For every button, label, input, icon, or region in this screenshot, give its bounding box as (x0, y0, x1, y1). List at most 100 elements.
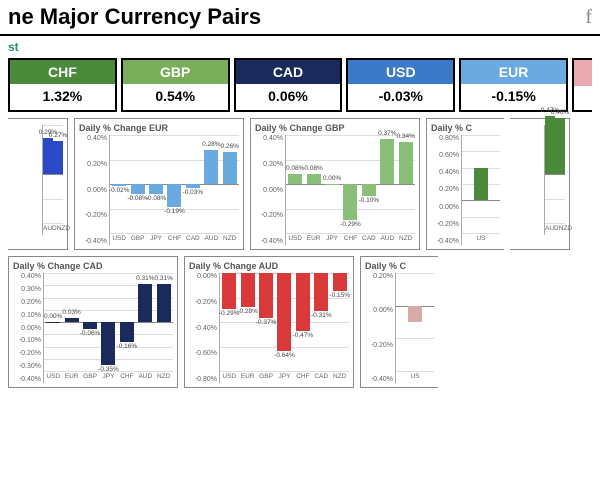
x-tick: AUD (138, 373, 152, 383)
x-tick: GBP (131, 235, 145, 245)
x-tick: US (408, 373, 422, 383)
bar-label: -0.31% (311, 312, 332, 319)
x-tick: AUD (204, 235, 218, 245)
bar: -0.31% (314, 273, 328, 371)
bar: 0.08% (307, 135, 321, 233)
page-title: ne Major Currency Pairs (8, 4, 261, 30)
bar: -0.15% (333, 273, 347, 371)
x-tick: CHF (296, 373, 310, 383)
x-tick: JPY (149, 235, 163, 245)
card-label: CAD (236, 60, 341, 84)
card-value: 1.32% (10, 84, 115, 108)
bars: 0.47%0.46% (545, 125, 565, 223)
x-tick: EUR (307, 235, 321, 245)
bar: -0.64% (277, 273, 291, 371)
bar-label: 0.08% (286, 165, 304, 172)
chart-area: 0.29%0.27%AUDNZD (12, 125, 63, 235)
card-value: 0.54% (123, 84, 228, 108)
y-axis: 0.00%-0.20%-0.40%-0.60%-0.80% (189, 273, 219, 383)
bar-label: -0.47% (293, 332, 314, 339)
chart-title: Daily % C (365, 261, 434, 271)
bar-label: -0.29% (340, 221, 361, 228)
bar: -0.16% (120, 273, 134, 371)
bars: 0.00%0.03%-0.06%-0.35%-0.16%0.31%0.31% (44, 273, 173, 371)
bar-label: 0.31% (136, 275, 154, 282)
card-label: USD (348, 60, 453, 84)
x-tick: USD (288, 235, 302, 245)
chart-area: 0.40%0.20%0.00%-0.20%-0.40%0.08%0.08%0.0… (255, 135, 415, 245)
x-tick: JPY (325, 235, 339, 245)
x-axis: AUDNZD (545, 225, 565, 235)
x-tick: CHF (167, 235, 181, 245)
bar: -0.08% (131, 135, 145, 233)
bar: -0.28% (241, 273, 255, 371)
x-tick: GBP (83, 373, 97, 383)
chart-area: 0.00%-0.20%-0.40%-0.60%-0.80%-0.29%-0.28… (189, 273, 349, 383)
bar-label: -0.08% (146, 195, 167, 202)
bar-label: 0.00% (323, 175, 341, 182)
currency-card-eur: EUR -0.15% (459, 58, 568, 112)
chart-area: 0.20%0.00%-0.20%-0.40% US (365, 273, 434, 383)
bars (396, 273, 434, 371)
bar-label: 0.03% (62, 309, 80, 316)
chart-1: Daily % Change EUR0.40%0.20%0.00%-0.20%-… (74, 118, 244, 250)
x-tick: NZD (57, 225, 70, 235)
x-tick: AUD (545, 225, 559, 235)
x-tick: JPY (277, 373, 291, 383)
y-axis: 0.40%0.30%0.20%0.10%0.00%-0.10%-0.20%-0.… (13, 273, 43, 383)
bar-label: -0.37% (256, 319, 277, 326)
x-tick: AUD (380, 235, 394, 245)
x-tick: NZD (157, 373, 171, 383)
x-tick: NZD (223, 235, 237, 245)
x-tick: CAD (186, 235, 200, 245)
subtitle: st (0, 36, 600, 58)
card-label: EUR (461, 60, 566, 84)
x-tick: CAD (362, 235, 376, 245)
x-tick: EUR (241, 373, 255, 383)
bar: -0.10% (362, 135, 376, 233)
bar: -0.03% (186, 135, 200, 233)
x-tick: US (474, 235, 488, 245)
bar: 0.29% (43, 125, 53, 223)
bar: -0.02% (112, 135, 126, 233)
bar: -0.06% (83, 273, 97, 371)
x-tick: NZD (333, 373, 347, 383)
plot-area: 0.29%0.27%AUDNZD (42, 125, 63, 235)
chart-area: 0.40%0.30%0.20%0.10%0.00%-0.10%-0.20%-0.… (13, 273, 173, 383)
bar-label: 0.28% (202, 141, 220, 148)
bar (408, 273, 422, 371)
bar: 0.00% (46, 273, 60, 371)
chart-area: 0.40%0.20%0.00%-0.20%-0.40%-0.02%-0.08%-… (79, 135, 239, 245)
bars: 0.29%0.27% (43, 125, 63, 223)
currency-card-cad: CAD 0.06% (234, 58, 343, 112)
plot-area: US (395, 273, 434, 383)
bar: 0.46% (555, 125, 565, 223)
x-axis: USDEURGBPJPYCHFAUDNZD (44, 373, 173, 383)
x-tick: CHF (343, 235, 357, 245)
bar-label: -0.16% (117, 343, 138, 350)
bar: 0.31% (157, 273, 171, 371)
bars: -0.02%-0.08%-0.08%-0.19%-0.03%0.28%0.26% (110, 135, 239, 233)
chart-area: 0.80%0.60%0.40%0.20%0.00%-0.20%-0.40%US (431, 135, 500, 245)
y-axis: 0.20%0.00%-0.20%-0.40% (365, 273, 395, 383)
bar: -0.35% (101, 273, 115, 371)
currency-card-usd: USD -0.03% (346, 58, 455, 112)
bar-label: -0.02% (109, 187, 130, 194)
chart-title: Daily % Change CAD (13, 261, 173, 271)
y-axis: 0.40%0.20%0.00%-0.20%-0.40% (79, 135, 109, 245)
x-tick: EUR (65, 373, 79, 383)
x-tick: JPY (101, 373, 115, 383)
bar-label: 0.37% (378, 130, 396, 137)
card-value: -0.03% (348, 84, 453, 108)
charts-grid: 0.29%0.27%AUDNZDDaily % Change EUR0.40%0… (0, 118, 600, 388)
bar: 0.37% (380, 135, 394, 233)
bars: -0.29%-0.28%-0.37%-0.64%-0.47%-0.31%-0.1… (220, 273, 349, 371)
bar-label: -0.64% (274, 352, 295, 359)
y-axis (12, 125, 42, 235)
plot-area: 0.08%0.08%0.00%-0.29%-0.10%0.37%0.34%USD… (285, 135, 415, 245)
y-axis (514, 125, 544, 235)
x-tick: USD (112, 235, 126, 245)
chart-title: Daily % Change AUD (189, 261, 349, 271)
plot-area: -0.29%-0.28%-0.37%-0.64%-0.47%-0.31%-0.1… (219, 273, 349, 383)
bar-label: -0.15% (329, 292, 350, 299)
